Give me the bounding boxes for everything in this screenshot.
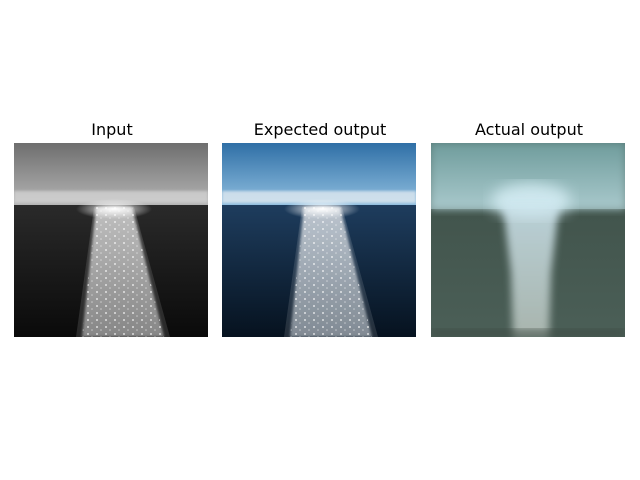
actual-output-title: Actual output (475, 120, 583, 139)
expected-output-image (222, 143, 416, 337)
input-title: Input (91, 120, 133, 139)
input-image (14, 143, 208, 337)
expected-output-title: Expected output (253, 120, 387, 139)
actual-output-image (431, 143, 625, 337)
